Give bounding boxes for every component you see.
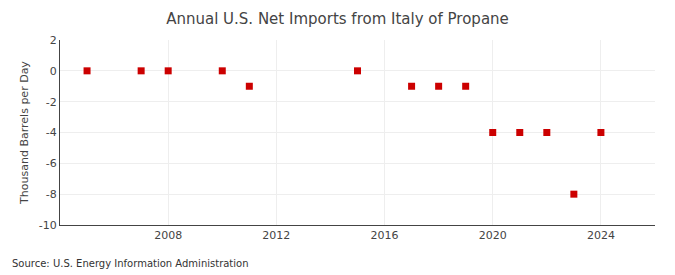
svg-text:Annual U.S. Net Imports from I: Annual U.S. Net Imports from Italy of Pr… [166, 10, 509, 28]
svg-text:-8: -8 [46, 188, 57, 201]
svg-text:2024: 2024 [587, 229, 615, 242]
svg-text:-6: -6 [46, 157, 57, 170]
svg-text:-2: -2 [46, 96, 57, 109]
svg-text:0: 0 [50, 65, 57, 78]
svg-text:2012: 2012 [262, 229, 290, 242]
svg-text:Thousand Barrels per Day: Thousand Barrels per Day [18, 61, 31, 205]
svg-text:-10: -10 [39, 219, 57, 232]
svg-text:2016: 2016 [371, 229, 399, 242]
svg-text:2020: 2020 [479, 229, 507, 242]
svg-text:-4: -4 [46, 126, 57, 139]
svg-text:Source: U.S. Energy Informatio: Source: U.S. Energy Information Administ… [12, 258, 249, 269]
svg-text:2: 2 [50, 34, 57, 47]
svg-text:2008: 2008 [154, 229, 182, 242]
